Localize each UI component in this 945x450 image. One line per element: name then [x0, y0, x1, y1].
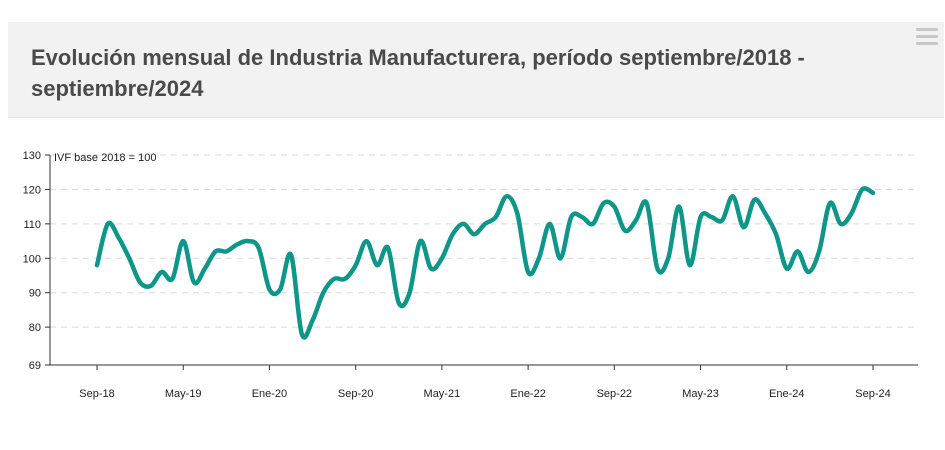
- chart-header: Evolución mensual de Industria Manufactu…: [8, 22, 944, 118]
- data-point: [321, 291, 325, 295]
- data-point: [311, 318, 315, 322]
- y-tick-label: 69: [29, 360, 41, 372]
- data-point: [515, 212, 519, 216]
- x-tick-label: Ene-24: [769, 388, 804, 400]
- data-point: [160, 270, 164, 274]
- y-tick-label: 130: [23, 150, 41, 162]
- chart-title: Evolución mensual de Industria Manufactu…: [31, 45, 805, 101]
- data-point: [278, 287, 282, 291]
- data-point: [731, 194, 735, 198]
- y-tick-label: 110: [23, 219, 41, 231]
- data-point: [569, 215, 573, 219]
- data-point: [839, 222, 843, 226]
- data-point: [774, 232, 778, 236]
- data-point: [149, 284, 153, 288]
- data-point: [451, 232, 455, 236]
- data-point: [440, 256, 444, 260]
- x-tick-label: May-21: [424, 388, 461, 400]
- data-point: [257, 246, 261, 250]
- data-point: [806, 270, 810, 274]
- data-point: [655, 267, 659, 271]
- data-point: [505, 194, 509, 198]
- data-point: [127, 256, 131, 260]
- data-point: [752, 198, 756, 202]
- data-point: [192, 280, 196, 284]
- chart-annotation: IVF base 2018 = 100: [54, 152, 156, 164]
- data-point: [623, 229, 627, 233]
- data-point: [214, 249, 218, 253]
- data-point: [300, 332, 304, 336]
- y-tick-label: 100: [23, 253, 41, 265]
- data-point: [828, 201, 832, 205]
- x-tick-label: May-23: [682, 388, 719, 400]
- data-point: [537, 256, 541, 260]
- data-point: [526, 270, 530, 274]
- data-point: [138, 280, 142, 284]
- data-point: [95, 263, 99, 267]
- data-point: [709, 215, 713, 219]
- data-point: [688, 263, 692, 267]
- data-point: [720, 218, 724, 222]
- data-point: [634, 218, 638, 222]
- y-tick-label: 120: [23, 184, 41, 196]
- data-point: [580, 215, 584, 219]
- data-point: [558, 256, 562, 260]
- data-point: [677, 205, 681, 209]
- data-point: [472, 232, 476, 236]
- x-tick-label: Ene-22: [510, 388, 545, 400]
- data-point: [645, 201, 649, 205]
- data-point: [289, 253, 293, 257]
- x-tick-label: May-19: [165, 388, 202, 400]
- x-tick-label: Sep-20: [338, 388, 373, 400]
- data-point: [483, 222, 487, 226]
- data-point: [785, 267, 789, 271]
- x-tick-label: Sep-22: [597, 388, 632, 400]
- x-tick-label: Sep-18: [79, 388, 114, 400]
- data-point: [117, 236, 121, 240]
- data-point: [494, 215, 498, 219]
- data-point: [364, 239, 368, 243]
- y-tick-label: 80: [29, 322, 41, 334]
- data-point: [224, 249, 228, 253]
- data-point: [602, 201, 606, 205]
- data-point: [796, 249, 800, 253]
- data-point: [203, 267, 207, 271]
- data-point: [548, 222, 552, 226]
- data-point: [849, 212, 853, 216]
- data-point: [763, 212, 767, 216]
- data-point: [386, 246, 390, 250]
- data-point: [170, 277, 174, 281]
- data-point: [343, 277, 347, 281]
- y-tick-label: 90: [29, 288, 41, 300]
- data-point: [397, 301, 401, 305]
- x-tick-label: Sep-24: [855, 388, 890, 400]
- data-point: [375, 263, 379, 267]
- data-point: [699, 215, 703, 219]
- data-point: [408, 291, 412, 295]
- data-point: [591, 222, 595, 226]
- data-point: [418, 239, 422, 243]
- data-point: [742, 225, 746, 229]
- data-point: [666, 256, 670, 260]
- data-point: [817, 249, 821, 253]
- data-point: [246, 239, 250, 243]
- data-point: [181, 239, 185, 243]
- data-point: [612, 205, 616, 209]
- x-tick-label: Ene-20: [252, 388, 287, 400]
- data-point: [461, 222, 465, 226]
- hamburger-menu-icon[interactable]: [916, 28, 938, 48]
- data-point: [354, 263, 358, 267]
- data-point: [429, 267, 433, 271]
- data-point: [267, 287, 271, 291]
- data-point: [235, 243, 239, 247]
- data-point: [106, 222, 110, 226]
- data-point: [860, 187, 864, 191]
- data-point: [871, 191, 875, 195]
- data-point: [332, 277, 336, 281]
- series-line: [94, 186, 876, 340]
